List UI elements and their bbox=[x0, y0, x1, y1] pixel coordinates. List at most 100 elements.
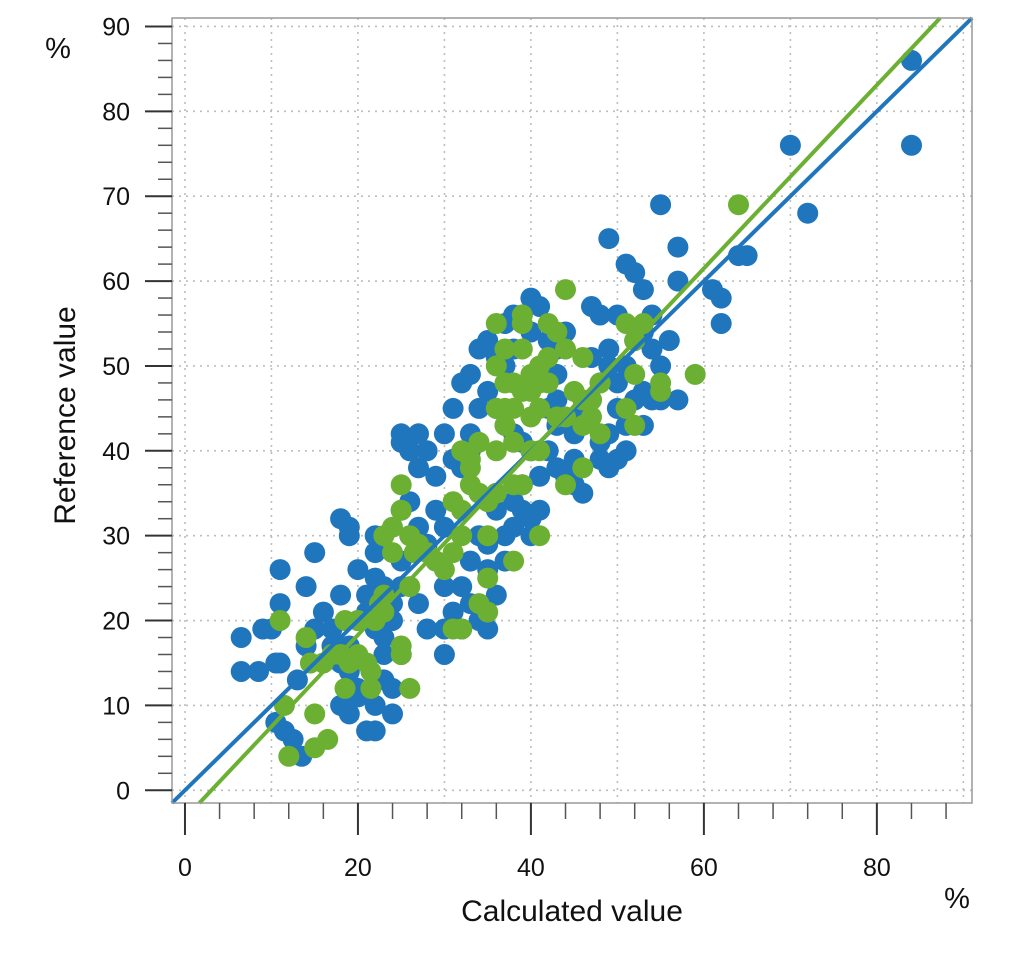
data-point-series-2 bbox=[468, 593, 490, 615]
data-point-series-1 bbox=[589, 304, 611, 326]
data-point-series-2 bbox=[615, 397, 637, 419]
y-tick-label: 50 bbox=[102, 353, 130, 381]
y-tick-label: 10 bbox=[102, 692, 130, 720]
y-tick-label: 40 bbox=[102, 438, 130, 466]
data-point-series-2 bbox=[555, 279, 576, 301]
data-point-series-1 bbox=[364, 720, 386, 742]
data-point-series-2 bbox=[485, 355, 507, 377]
data-point-series-1 bbox=[451, 576, 473, 598]
data-point-series-2 bbox=[390, 474, 412, 496]
data-point-series-2 bbox=[295, 627, 317, 648]
data-point-series-1 bbox=[641, 338, 663, 360]
data-point-series-1 bbox=[382, 703, 403, 725]
data-point-series-2 bbox=[503, 550, 525, 572]
data-point-series-2 bbox=[334, 677, 356, 699]
data-point-series-2 bbox=[728, 194, 749, 216]
data-point-series-1 bbox=[425, 465, 447, 487]
data-point-series-2 bbox=[382, 516, 403, 538]
data-point-series-2 bbox=[317, 728, 339, 750]
y-tick-label: 60 bbox=[102, 268, 130, 296]
data-point-series-1 bbox=[572, 482, 594, 504]
data-point-series-1 bbox=[658, 330, 680, 351]
data-point-series-2 bbox=[477, 567, 499, 589]
data-point-series-2 bbox=[537, 372, 559, 394]
data-point-series-1 bbox=[416, 440, 438, 462]
data-point-series-2 bbox=[572, 457, 594, 479]
plot-frame bbox=[171, 17, 973, 804]
data-point-series-1 bbox=[382, 677, 403, 699]
data-point-series-1 bbox=[338, 703, 360, 725]
data-point-series-2 bbox=[529, 397, 551, 419]
data-point-series-1 bbox=[304, 542, 326, 564]
data-point-series-1 bbox=[477, 380, 499, 402]
data-point-series-1 bbox=[230, 627, 252, 648]
data-point-series-1 bbox=[330, 508, 352, 530]
y-tick-label: 80 bbox=[102, 98, 130, 126]
data-point-series-2 bbox=[433, 559, 455, 581]
data-point-series-2 bbox=[624, 363, 646, 385]
data-point-series-1 bbox=[615, 440, 637, 462]
data-point-series-1 bbox=[364, 542, 386, 564]
data-point-series-1 bbox=[230, 661, 252, 682]
data-point-series-2 bbox=[477, 525, 499, 547]
data-point-series-2 bbox=[269, 610, 291, 631]
data-point-series-2 bbox=[390, 499, 412, 521]
data-point-series-2 bbox=[304, 703, 326, 725]
data-point-series-1 bbox=[710, 287, 732, 309]
data-point-series-2 bbox=[360, 677, 382, 699]
fit-line-series-2 bbox=[197, 16, 942, 805]
data-point-series-1 bbox=[632, 279, 654, 301]
data-point-series-1 bbox=[282, 728, 304, 750]
data-point-series-2 bbox=[451, 618, 473, 640]
data-point-series-1 bbox=[373, 644, 395, 665]
data-point-series-1 bbox=[650, 194, 672, 216]
data-point-series-1 bbox=[433, 644, 455, 665]
data-point-series-2 bbox=[382, 542, 403, 564]
data-point-series-1 bbox=[312, 601, 334, 623]
data-point-series-1 bbox=[606, 372, 628, 394]
y-tick-label: 30 bbox=[102, 523, 130, 551]
data-point-series-1 bbox=[710, 313, 732, 334]
data-point-series-1 bbox=[624, 262, 646, 284]
data-point-series-1 bbox=[667, 270, 689, 292]
data-point-series-2 bbox=[278, 745, 300, 767]
y-axis-title: Reference value bbox=[49, 306, 82, 524]
data-point-series-2 bbox=[485, 440, 507, 462]
data-point-series-2 bbox=[589, 423, 611, 445]
data-point-series-1 bbox=[459, 363, 481, 385]
data-point-series-1 bbox=[269, 559, 291, 581]
regression-lines bbox=[170, 16, 974, 805]
data-point-series-1 bbox=[598, 228, 620, 250]
data-point-series-2 bbox=[494, 338, 516, 360]
data-point-series-1 bbox=[667, 236, 689, 258]
data-point-series-1 bbox=[295, 576, 317, 598]
data-point-series-2 bbox=[555, 474, 576, 496]
data-point-series-2 bbox=[459, 448, 481, 470]
data-point-series-2 bbox=[503, 431, 525, 453]
data-point-series-2 bbox=[624, 414, 646, 436]
data-point-series-1 bbox=[347, 559, 369, 581]
x-tick-label: 0 bbox=[178, 854, 192, 882]
x-tick-label: 40 bbox=[517, 854, 545, 882]
x-axis-title: Calculated value bbox=[461, 895, 683, 928]
data-point-series-1 bbox=[797, 202, 819, 224]
data-point-series-2 bbox=[615, 313, 637, 334]
data-point-series-1 bbox=[433, 423, 455, 445]
data-point-series-2 bbox=[494, 414, 516, 436]
data-point-series-2 bbox=[442, 542, 464, 564]
data-point-series-1 bbox=[529, 465, 551, 487]
data-point-series-2 bbox=[581, 406, 602, 428]
data-point-series-2 bbox=[529, 525, 551, 547]
data-point-series-1 bbox=[529, 499, 551, 521]
data-point-series-1 bbox=[373, 627, 395, 648]
data-point-series-2 bbox=[390, 644, 412, 665]
y-tick-label: 0 bbox=[116, 777, 130, 805]
data-point-series-1 bbox=[364, 694, 386, 716]
x-tick-label: 20 bbox=[344, 854, 372, 882]
data-point-series-1 bbox=[901, 134, 922, 156]
data-point-series-1 bbox=[330, 584, 352, 606]
data-point-series-1 bbox=[390, 423, 412, 445]
data-point-series-1 bbox=[736, 245, 758, 267]
data-point-series-1 bbox=[442, 601, 464, 623]
